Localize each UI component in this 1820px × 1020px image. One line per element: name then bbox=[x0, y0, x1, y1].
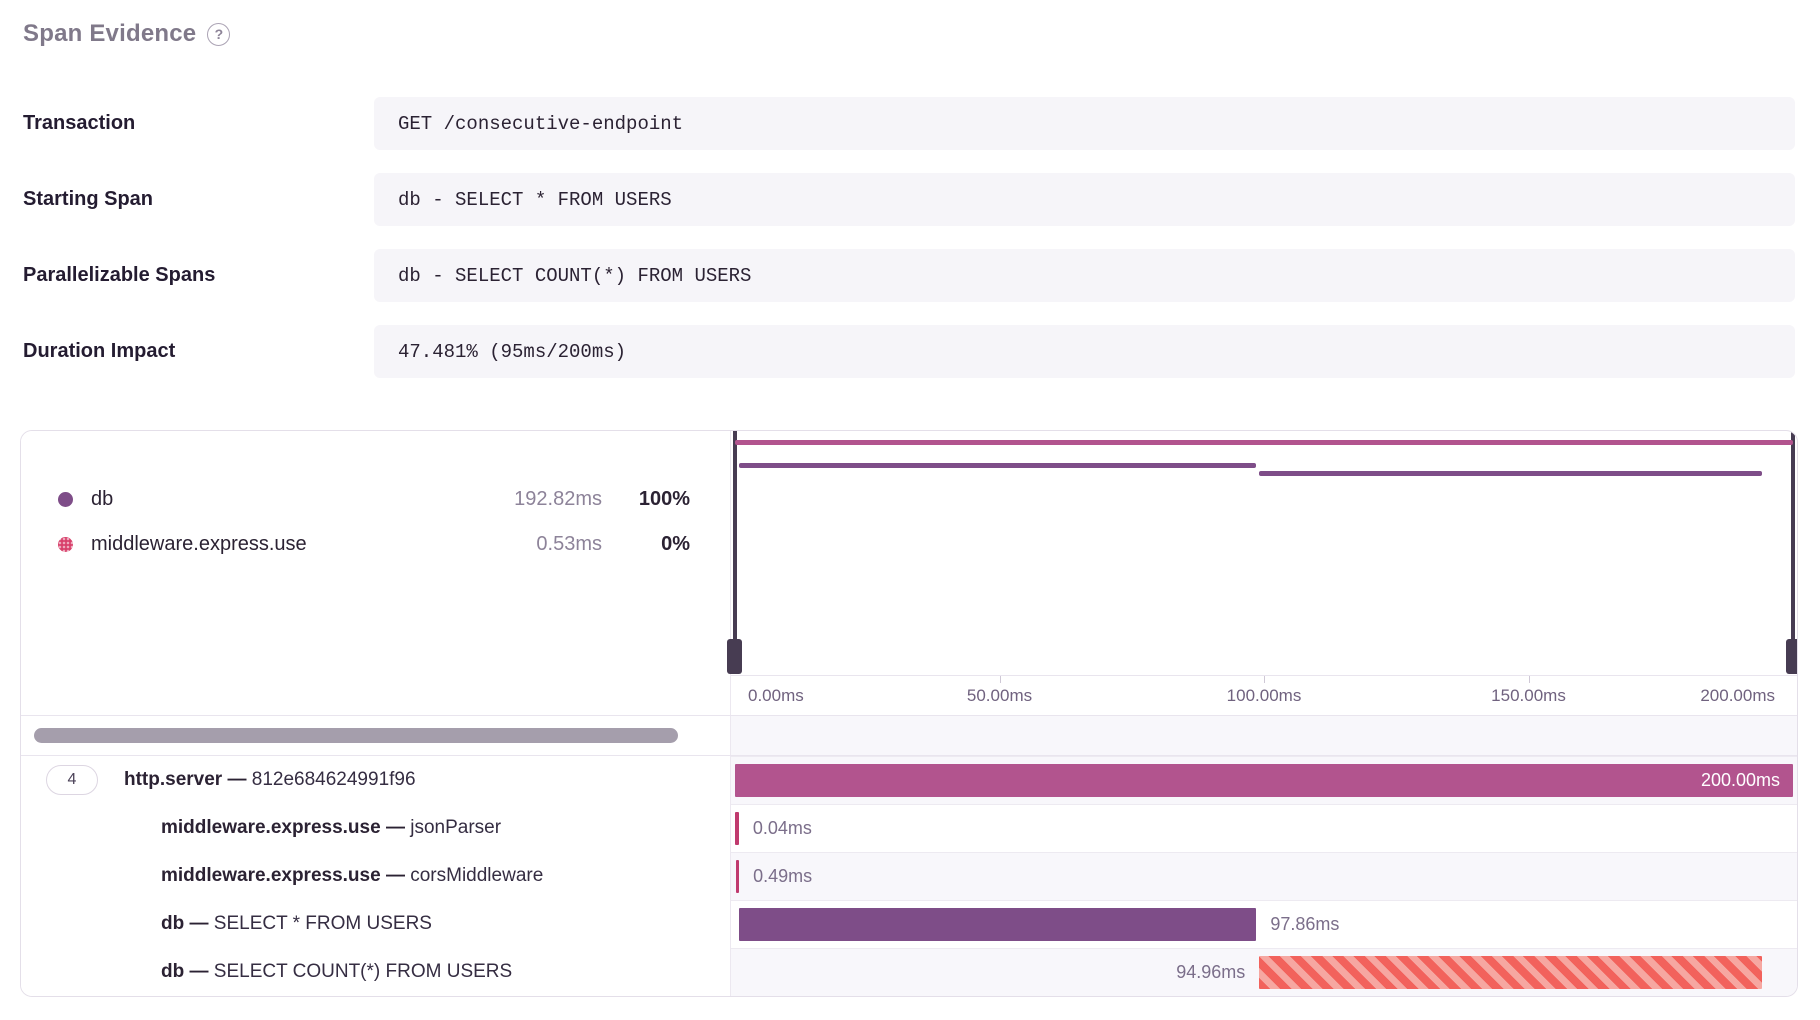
evidence-label: Transaction bbox=[23, 112, 136, 134]
span-bar-cell[interactable]: 0.49ms bbox=[731, 852, 1797, 900]
span-desc: SELECT COUNT(*) FROM USERS bbox=[213, 961, 513, 982]
span-count-badge[interactable]: 4 bbox=[46, 765, 98, 795]
span-title: db — SELECT * FROM USERS bbox=[161, 913, 432, 935]
span-op: middleware.express.use — bbox=[161, 817, 405, 838]
legend-duration: 0.53ms bbox=[536, 533, 602, 555]
axis-tick-label: 100.00ms bbox=[1226, 686, 1302, 705]
legend-name: middleware.express.use bbox=[91, 533, 307, 555]
scrollbar-right-spacer bbox=[731, 716, 1797, 755]
span-duration-label: 94.96ms bbox=[1176, 962, 1246, 982]
span-title: http.server — 812e684624991f96 bbox=[124, 769, 416, 791]
span-duration-label: 0.04ms bbox=[752, 818, 812, 838]
span-row[interactable]: 4 http.server — 812e684624991f96 200.00ms bbox=[21, 756, 1797, 804]
span-duration-bar[interactable]: 200.00ms bbox=[735, 764, 1793, 797]
span-desc: jsonParser bbox=[410, 817, 502, 838]
span-row-description[interactable]: db — SELECT * FROM USERS bbox=[21, 900, 731, 948]
span-legend: db 192.82ms 100% middleware.express.use 0.53… bbox=[21, 431, 731, 675]
evidence-value: db - SELECT * FROM USERS bbox=[374, 173, 1795, 226]
axis-tick-label: 150.00ms bbox=[1491, 686, 1566, 705]
span-duration-bar[interactable] bbox=[735, 812, 739, 845]
span-bar-cell[interactable]: 97.86ms bbox=[731, 900, 1797, 948]
axis-tick-label: 50.00ms bbox=[966, 686, 1033, 705]
legend-percent: 100% bbox=[638, 488, 690, 510]
evidence-label: Duration Impact bbox=[23, 340, 176, 362]
evidence-label: Parallelizable Spans bbox=[23, 264, 216, 286]
trace-minimap[interactable] bbox=[727, 431, 1797, 675]
span-row[interactable]: db — SELECT * FROM USERS 97.86ms bbox=[21, 900, 1797, 948]
page-title: Span Evidence bbox=[23, 20, 197, 47]
evidence-value: GET /consecutive-endpoint bbox=[374, 97, 1795, 150]
span-op: db — bbox=[161, 913, 209, 934]
axis-tick-label: 0.00ms bbox=[748, 686, 804, 705]
span-title: middleware.express.use — jsonParser bbox=[161, 817, 501, 839]
help-icon[interactable]: ? bbox=[207, 22, 231, 46]
legend-dot-icon bbox=[58, 537, 73, 552]
scrollbar-track[interactable] bbox=[21, 716, 731, 755]
axis-tick bbox=[1528, 676, 1530, 683]
minimap-span-line bbox=[738, 463, 1257, 468]
span-row[interactable]: middleware.express.use — corsMiddleware 0… bbox=[21, 852, 1797, 900]
minimap-left-handle[interactable] bbox=[727, 639, 742, 674]
span-duration-label: 0.49ms bbox=[753, 866, 813, 886]
span-row-description[interactable]: middleware.express.use — jsonParser bbox=[21, 804, 731, 852]
section-header: Span Evidence ? bbox=[23, 20, 231, 48]
span-desc: corsMiddleware bbox=[410, 865, 544, 886]
span-row-description[interactable]: 4 http.server — 812e684624991f96 bbox=[21, 756, 731, 804]
span-title: db — SELECT COUNT(*) FROM USERS bbox=[161, 961, 512, 983]
span-desc: SELECT * FROM USERS bbox=[213, 913, 432, 934]
span-duration-label: 97.86ms bbox=[1270, 914, 1340, 934]
evidence-label: Starting Span bbox=[23, 188, 154, 210]
axis-left-spacer bbox=[21, 675, 731, 715]
legend-item: db 192.82ms 100% bbox=[58, 477, 690, 522]
axis-tick-label: 200.00ms bbox=[1700, 686, 1775, 705]
minimap-right-handle-line bbox=[1791, 431, 1795, 642]
minimap-span-line bbox=[1259, 471, 1762, 476]
scrollbar-row bbox=[21, 715, 1797, 756]
axis-tick bbox=[1264, 676, 1265, 683]
span-tree: 4 http.server — 812e684624991f96 200.00ms m… bbox=[21, 756, 1797, 996]
span-op: http.server — bbox=[124, 769, 247, 790]
legend-percent: 0% bbox=[661, 533, 690, 555]
span-row-description[interactable]: middleware.express.use — corsMiddleware bbox=[21, 852, 731, 900]
span-desc: 812e684624991f96 bbox=[251, 769, 416, 790]
legend-and-minimap: db 192.82ms 100% middleware.express.use 0.53… bbox=[21, 431, 1797, 675]
axis-tick bbox=[999, 676, 1001, 683]
legend-dot-icon bbox=[58, 492, 73, 507]
scrollbar-thumb[interactable] bbox=[34, 728, 678, 743]
time-axis-row: 0.00ms 50.00ms 100.00ms 150.00ms 200.00ms bbox=[21, 675, 1797, 715]
evidence-value: db - SELECT COUNT(*) FROM USERS bbox=[374, 249, 1795, 302]
span-row[interactable]: db — SELECT COUNT(*) FROM USERS 94.96ms bbox=[21, 948, 1797, 996]
minimap-span-line bbox=[735, 440, 1793, 445]
legend-duration: 192.82ms bbox=[514, 488, 602, 510]
span-row[interactable]: middleware.express.use — jsonParser 0.04m… bbox=[21, 804, 1797, 852]
span-duration-label: 200.00ms bbox=[1700, 770, 1780, 790]
span-duration-bar[interactable] bbox=[738, 908, 1257, 941]
span-waterfall-panel: db 192.82ms 100% middleware.express.use 0.53… bbox=[20, 430, 1798, 997]
legend-item: middleware.express.use 0.53ms 0% bbox=[58, 522, 690, 567]
span-bar-cell[interactable]: 200.00ms bbox=[731, 756, 1797, 804]
span-op: db — bbox=[161, 961, 209, 982]
span-row-description[interactable]: db — SELECT COUNT(*) FROM USERS bbox=[21, 948, 731, 996]
time-axis: 0.00ms 50.00ms 100.00ms 150.00ms 200.00ms bbox=[731, 675, 1797, 715]
span-op: middleware.express.use — bbox=[161, 865, 405, 886]
legend-name: db bbox=[91, 488, 114, 510]
span-title: middleware.express.use — corsMiddleware bbox=[161, 865, 543, 887]
minimap-right-handle[interactable] bbox=[1786, 639, 1797, 674]
evidence-table: Transaction GET /consecutive-endpoint Star… bbox=[23, 97, 1795, 378]
span-bar-cell[interactable]: 94.96ms bbox=[731, 948, 1797, 996]
span-bar-cell[interactable]: 0.04ms bbox=[731, 804, 1797, 852]
minimap-left-handle-line bbox=[733, 431, 737, 642]
span-duration-bar[interactable] bbox=[1259, 956, 1762, 989]
span-duration-bar[interactable] bbox=[735, 860, 740, 893]
evidence-value: 47.481% (95ms/200ms) bbox=[374, 325, 1795, 378]
